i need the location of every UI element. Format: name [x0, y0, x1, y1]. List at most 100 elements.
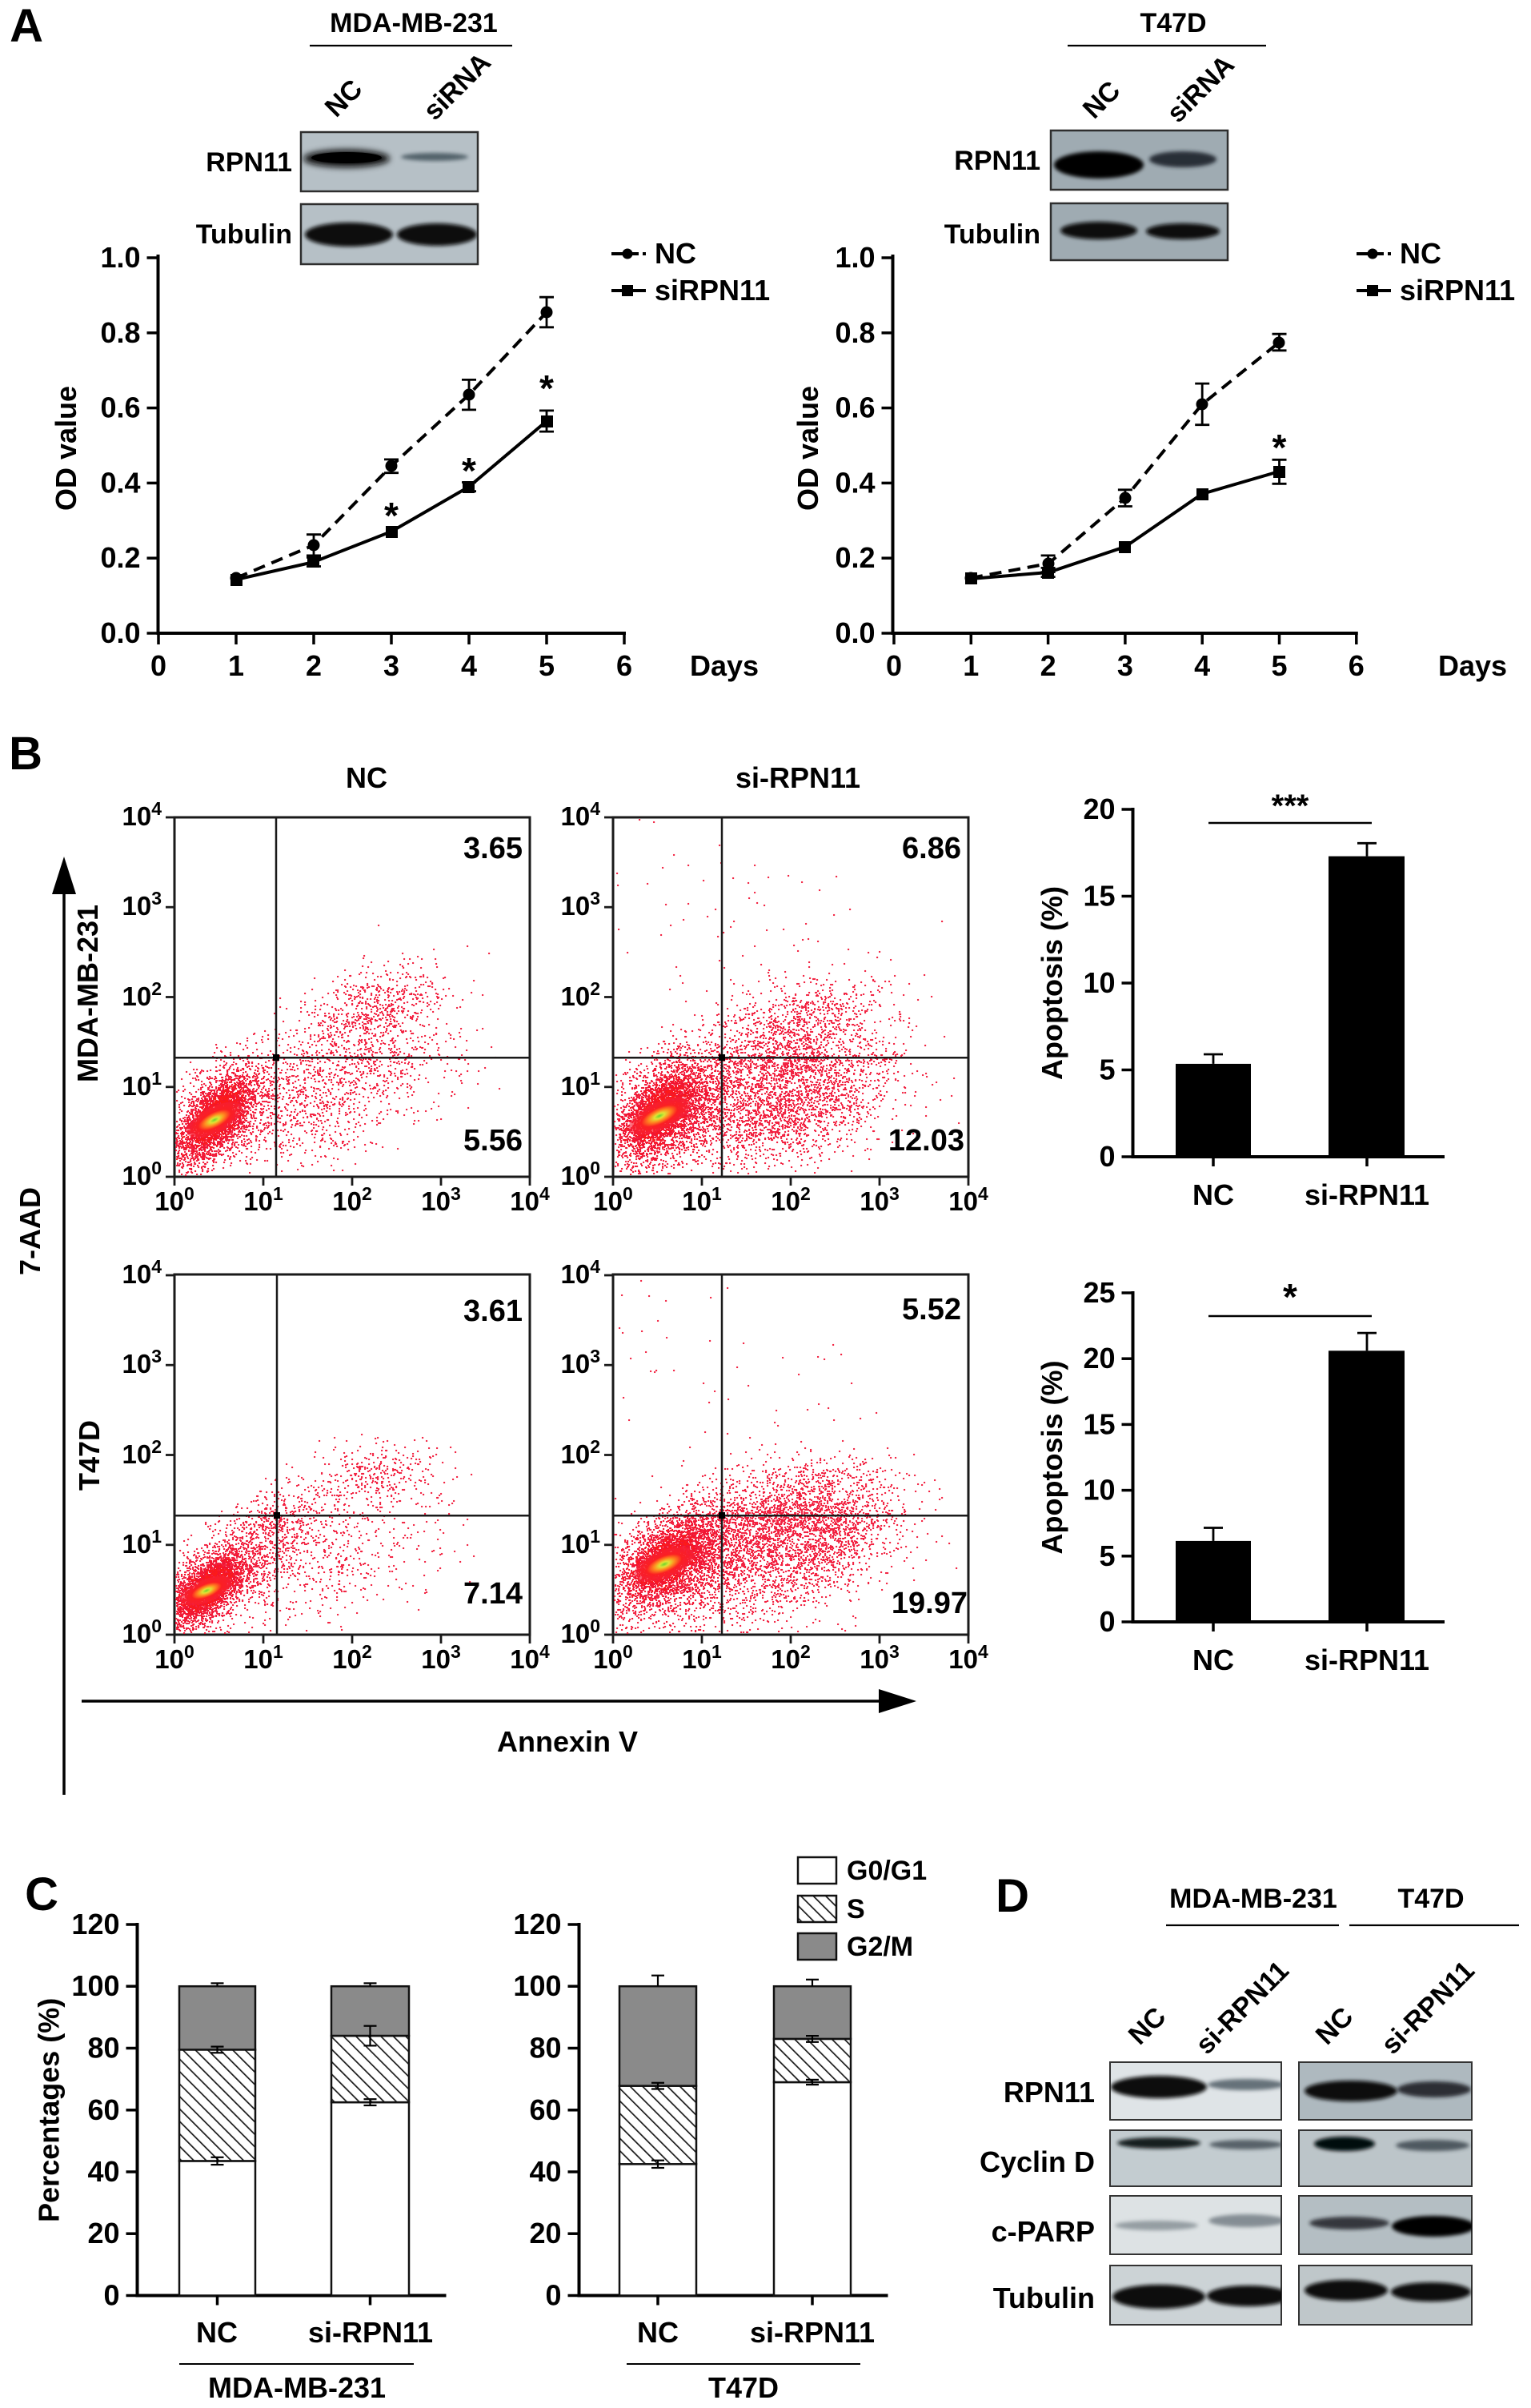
svg-text:0.2: 0.2 — [100, 541, 140, 574]
svg-text:siRPN11: siRPN11 — [655, 274, 770, 307]
svg-text:0.0: 0.0 — [835, 616, 875, 649]
svg-text:19.97: 19.97 — [892, 1587, 968, 1620]
svg-text:7.14: 7.14 — [463, 1577, 523, 1611]
svg-text:*: * — [384, 495, 399, 536]
svg-text:15: 15 — [1083, 1407, 1115, 1440]
svg-text:D: D — [996, 1870, 1029, 1922]
svg-text:Days: Days — [1438, 649, 1507, 682]
svg-text:siRPN11: siRPN11 — [1400, 274, 1515, 307]
svg-text:A: A — [10, 0, 43, 52]
svg-text:10: 10 — [1083, 966, 1115, 999]
svg-text:40: 40 — [529, 2155, 561, 2188]
svg-text:si-RPN11: si-RPN11 — [308, 2316, 433, 2349]
svg-text:Apoptosis (%): Apoptosis (%) — [1036, 886, 1068, 1080]
svg-text:100: 100 — [593, 1641, 633, 1674]
svg-text:0.2: 0.2 — [835, 541, 875, 574]
svg-text:0.4: 0.4 — [835, 466, 875, 499]
svg-text:0.6: 0.6 — [835, 391, 875, 424]
svg-text:20: 20 — [1083, 1342, 1115, 1375]
svg-text:T47D: T47D — [73, 1420, 106, 1491]
svg-text:MDA-MB-231: MDA-MB-231 — [330, 8, 498, 38]
svg-text:Tubulin: Tubulin — [944, 219, 1040, 250]
svg-text:20: 20 — [1083, 793, 1115, 825]
svg-text:si-RPN11: si-RPN11 — [750, 2316, 875, 2349]
svg-text:5.56: 5.56 — [463, 1124, 523, 1158]
svg-text:80: 80 — [529, 2032, 561, 2065]
svg-text:Cyclin D: Cyclin D — [980, 2145, 1095, 2178]
svg-text:0.8: 0.8 — [835, 316, 875, 349]
svg-text:*: * — [539, 367, 554, 409]
svg-text:100: 100 — [513, 1969, 561, 2002]
svg-text:Tubulin: Tubulin — [993, 2282, 1095, 2314]
svg-text:6: 6 — [1349, 649, 1365, 682]
svg-text:40: 40 — [87, 2155, 119, 2188]
svg-text:RPN11: RPN11 — [954, 146, 1040, 176]
svg-text:4: 4 — [461, 649, 477, 682]
svg-text:20: 20 — [529, 2217, 561, 2249]
svg-text:NC: NC — [1192, 1643, 1234, 1676]
svg-text:***: *** — [1272, 789, 1309, 824]
svg-text:12.03: 12.03 — [888, 1124, 964, 1158]
svg-text:NC: NC — [346, 761, 387, 794]
svg-text:104: 104 — [510, 1183, 550, 1216]
svg-text:3: 3 — [383, 649, 399, 682]
svg-text:0.4: 0.4 — [100, 466, 140, 499]
svg-text:6: 6 — [616, 649, 632, 682]
svg-text:T47D: T47D — [1140, 8, 1206, 38]
svg-text:T47D: T47D — [708, 2371, 779, 2404]
svg-text:3.65: 3.65 — [463, 832, 523, 865]
svg-text:0: 0 — [103, 2279, 119, 2312]
svg-text:101: 101 — [560, 1068, 600, 1101]
svg-text:80: 80 — [87, 2032, 119, 2065]
svg-text:1: 1 — [963, 649, 979, 682]
svg-text:Apoptosis (%): Apoptosis (%) — [1036, 1361, 1068, 1555]
svg-text:OD value: OD value — [792, 386, 824, 511]
svg-text:Percentages (%): Percentages (%) — [33, 1998, 66, 2222]
svg-text:Annexin V: Annexin V — [497, 1725, 638, 1758]
svg-text:120: 120 — [71, 1908, 119, 1940]
svg-text:25: 25 — [1083, 1276, 1115, 1309]
svg-text:2: 2 — [306, 649, 322, 682]
svg-text:1.0: 1.0 — [100, 241, 140, 274]
svg-text:B: B — [9, 728, 42, 780]
svg-text:si-RPN11: si-RPN11 — [735, 761, 860, 794]
svg-text:10: 10 — [1083, 1474, 1115, 1507]
svg-text:104: 104 — [560, 1256, 600, 1289]
svg-text:0: 0 — [886, 649, 902, 682]
svg-text:0.6: 0.6 — [100, 391, 140, 424]
svg-text:MDA-MB-231: MDA-MB-231 — [1169, 1884, 1337, 1914]
svg-text:3: 3 — [1117, 649, 1133, 682]
svg-text:NC: NC — [637, 2316, 679, 2349]
svg-text:7-AAD: 7-AAD — [14, 1187, 46, 1275]
svg-text:0: 0 — [1099, 1605, 1115, 1638]
svg-text:103: 103 — [860, 1641, 900, 1674]
svg-text:NC: NC — [196, 2316, 238, 2349]
svg-text:4: 4 — [1194, 649, 1210, 682]
svg-text:6.86: 6.86 — [902, 832, 961, 865]
svg-text:*: * — [462, 450, 476, 492]
svg-text:2: 2 — [1040, 649, 1056, 682]
svg-text:*: * — [1283, 1276, 1297, 1318]
svg-text:NC: NC — [655, 237, 696, 270]
svg-text:5: 5 — [1099, 1054, 1115, 1086]
svg-text:NC: NC — [1192, 1178, 1234, 1211]
svg-text:60: 60 — [529, 2093, 561, 2126]
svg-text:OD value: OD value — [50, 386, 82, 511]
svg-text:Days: Days — [690, 649, 759, 682]
svg-text:RPN11: RPN11 — [1004, 2076, 1095, 2109]
svg-text:c-PARP: c-PARP — [992, 2215, 1095, 2248]
svg-text:0: 0 — [545, 2279, 561, 2312]
svg-text:100: 100 — [71, 1969, 119, 2002]
svg-text:0: 0 — [1099, 1140, 1115, 1173]
svg-text:1: 1 — [228, 649, 244, 682]
svg-text:0: 0 — [150, 649, 166, 682]
svg-text:15: 15 — [1083, 880, 1115, 913]
svg-text:5: 5 — [1099, 1539, 1115, 1572]
svg-text:si-RPN11: si-RPN11 — [1305, 1643, 1429, 1676]
svg-text:0.0: 0.0 — [100, 616, 140, 649]
svg-text:G0/G1: G0/G1 — [847, 1856, 927, 1886]
svg-text:MDA-MB-231: MDA-MB-231 — [208, 2371, 386, 2404]
svg-text:si-RPN11: si-RPN11 — [1305, 1178, 1429, 1211]
svg-text:5: 5 — [539, 649, 555, 682]
svg-text:100: 100 — [560, 1615, 600, 1648]
